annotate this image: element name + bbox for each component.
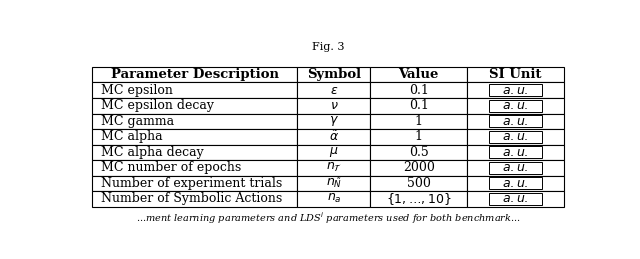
Bar xyxy=(298,176,371,191)
Bar xyxy=(92,176,298,191)
Text: MC epsilon: MC epsilon xyxy=(100,84,172,97)
Bar xyxy=(92,129,298,145)
Text: $a.u.$: $a.u.$ xyxy=(502,84,529,97)
Text: Symbol: Symbol xyxy=(307,68,361,81)
Bar xyxy=(298,82,371,98)
Bar xyxy=(467,176,564,191)
Text: 0.1: 0.1 xyxy=(409,84,429,97)
Bar xyxy=(92,113,298,129)
Text: 0.5: 0.5 xyxy=(409,146,429,159)
Bar xyxy=(489,131,542,143)
Bar xyxy=(92,145,298,160)
Text: $n_{\mathcal{T}}$: $n_{\mathcal{T}}$ xyxy=(326,161,342,174)
Bar xyxy=(467,67,564,82)
Bar xyxy=(489,177,542,189)
Text: $n_{\tilde{N}}$: $n_{\tilde{N}}$ xyxy=(326,177,342,190)
Bar xyxy=(467,98,564,113)
Text: MC alpha: MC alpha xyxy=(100,130,162,143)
Bar xyxy=(298,129,371,145)
Bar xyxy=(92,160,298,176)
Text: ...ment learning parameters and LDS$^i$ parameters used for both benchmark...: ...ment learning parameters and LDS$^i$ … xyxy=(136,211,520,226)
Bar xyxy=(298,145,371,160)
Text: $a.u.$: $a.u.$ xyxy=(502,192,529,205)
Bar xyxy=(298,67,371,82)
Bar xyxy=(92,98,298,113)
Text: 1: 1 xyxy=(415,130,422,143)
Text: $\gamma$: $\gamma$ xyxy=(329,114,339,128)
Text: $a.u.$: $a.u.$ xyxy=(502,130,529,143)
Bar xyxy=(371,176,467,191)
Text: $n_a$: $n_a$ xyxy=(326,192,341,205)
Text: Value: Value xyxy=(399,68,439,81)
Bar xyxy=(467,113,564,129)
Text: $\nu$: $\nu$ xyxy=(330,99,338,112)
Text: 2000: 2000 xyxy=(403,161,435,174)
Bar xyxy=(371,191,467,207)
Bar xyxy=(371,113,467,129)
Bar xyxy=(489,193,542,205)
Text: Parameter Description: Parameter Description xyxy=(111,68,279,81)
Bar xyxy=(371,98,467,113)
Text: Number of experiment trials: Number of experiment trials xyxy=(100,177,282,190)
Bar xyxy=(298,160,371,176)
Text: $\epsilon$: $\epsilon$ xyxy=(330,84,338,97)
Text: $a.u.$: $a.u.$ xyxy=(502,99,529,112)
Bar xyxy=(467,160,564,176)
Bar xyxy=(371,160,467,176)
Bar xyxy=(489,146,542,158)
Text: 0.1: 0.1 xyxy=(409,99,429,112)
Bar xyxy=(467,145,564,160)
Bar xyxy=(92,191,298,207)
Text: $\mu$: $\mu$ xyxy=(329,145,339,159)
Text: MC number of epochs: MC number of epochs xyxy=(100,161,241,174)
Text: MC epsilon decay: MC epsilon decay xyxy=(100,99,214,112)
Bar xyxy=(371,145,467,160)
Bar xyxy=(298,113,371,129)
Text: $a.u.$: $a.u.$ xyxy=(502,161,529,174)
Bar xyxy=(371,82,467,98)
Text: Fig. 3: Fig. 3 xyxy=(312,42,344,52)
Bar xyxy=(371,67,467,82)
Bar xyxy=(371,129,467,145)
Text: $\{1,\ldots,10\}$: $\{1,\ldots,10\}$ xyxy=(386,191,451,207)
Text: SI Unit: SI Unit xyxy=(489,68,541,81)
Text: $a.u.$: $a.u.$ xyxy=(502,146,529,159)
Bar xyxy=(467,82,564,98)
Text: MC alpha decay: MC alpha decay xyxy=(100,146,204,159)
Text: 1: 1 xyxy=(415,115,422,128)
Bar xyxy=(489,100,542,112)
Bar xyxy=(489,162,542,174)
Bar xyxy=(298,191,371,207)
Text: $a.u.$: $a.u.$ xyxy=(502,177,529,190)
Text: 500: 500 xyxy=(407,177,431,190)
Text: $\tilde{\alpha}$: $\tilde{\alpha}$ xyxy=(329,130,339,144)
Bar xyxy=(92,67,298,82)
Bar xyxy=(489,84,542,96)
Bar xyxy=(467,191,564,207)
Bar xyxy=(92,82,298,98)
Text: Number of Symbolic Actions: Number of Symbolic Actions xyxy=(100,192,282,205)
Bar xyxy=(298,98,371,113)
Text: MC gamma: MC gamma xyxy=(100,115,173,128)
Text: $a.u.$: $a.u.$ xyxy=(502,115,529,128)
Bar xyxy=(489,115,542,127)
Bar xyxy=(467,129,564,145)
